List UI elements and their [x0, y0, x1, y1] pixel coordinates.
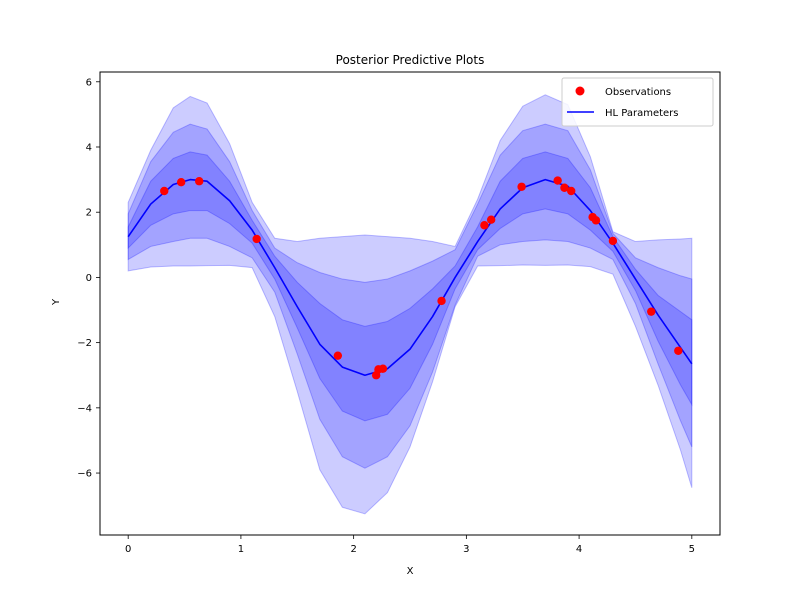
observation-point: [333, 351, 343, 360]
y-tick-label: −2: [77, 338, 92, 349]
y-axis-ticks: −6 −4 −2 0 2 4 6: [77, 77, 100, 480]
x-tick-label: 5: [689, 544, 695, 555]
x-axis-ticks: 0 1 2 3 4 5: [125, 535, 695, 555]
observation-point: [553, 176, 562, 185]
observation-point: [480, 221, 489, 230]
observation-point: [608, 236, 618, 246]
x-tick-label: 1: [238, 544, 244, 555]
x-tick-label: 3: [463, 544, 469, 555]
legend-box: [561, 77, 714, 127]
chart-title: Posterior Predictive Plots: [336, 53, 485, 67]
observation-point: [437, 296, 446, 306]
y-tick-label: −4: [77, 403, 92, 414]
x-tick-label: 4: [576, 544, 582, 555]
observation-point: [674, 346, 683, 355]
legend-label-hl-parameters: HL Parameters: [605, 108, 679, 119]
y-axis-label: Y: [51, 298, 62, 306]
y-tick-label: 6: [86, 77, 92, 88]
observation-point: [567, 186, 576, 196]
mean-curve-layer: [127, 178, 693, 377]
y-tick-label: 0: [86, 273, 92, 284]
credible-band-middle: [127, 123, 693, 469]
x-tick-label: 0: [125, 544, 131, 555]
y-tick-label: −6: [77, 469, 92, 480]
credible-band-outer: [127, 94, 693, 515]
observation-point: [647, 307, 656, 316]
observation-point: [252, 234, 261, 244]
x-tick-label: 2: [350, 544, 356, 555]
observation-point: [160, 186, 169, 196]
legend-observation-marker: [575, 86, 585, 96]
credible-band-inner: [127, 151, 693, 422]
observation-point: [486, 215, 496, 224]
mean-curve-line: [127, 178, 693, 377]
observation-point: [591, 216, 601, 225]
y-tick-label: 2: [86, 208, 92, 219]
observation-point: [560, 183, 569, 192]
x-axis-label: X: [407, 566, 414, 577]
observation-point: [195, 177, 204, 186]
legend-label-observations: Observations: [605, 87, 671, 98]
legend: Observations HL Parameters: [561, 77, 714, 127]
observation-point: [517, 182, 526, 191]
observation-point: [176, 178, 186, 187]
plot-frame: [99, 71, 721, 536]
observations-layer: [160, 176, 683, 380]
credible-bands: [127, 94, 693, 515]
y-tick-label: 4: [86, 142, 92, 153]
observation-point: [378, 364, 388, 373]
